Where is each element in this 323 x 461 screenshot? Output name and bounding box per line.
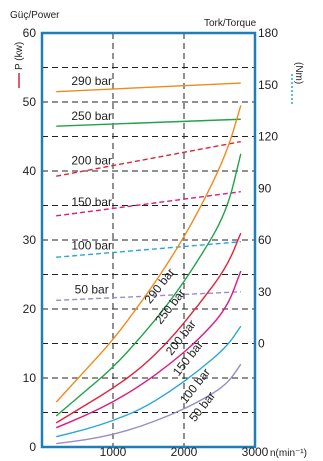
torque-tick-label: 0 (258, 337, 265, 351)
power-line (55, 105, 242, 403)
right-axis-title: Tork/Torque (204, 18, 257, 29)
torque-line (56, 241, 241, 258)
torque-line (56, 118, 241, 127)
left-axis-label: P (kw) (14, 42, 25, 70)
power-line (55, 153, 242, 417)
y-tick-label: 60 (23, 26, 37, 40)
torque-line (56, 191, 241, 217)
torque-line (56, 291, 241, 302)
torque-line (56, 82, 241, 93)
torque-tick-label: 30 (258, 285, 272, 299)
axes (40, 31, 257, 449)
power-line (56, 363, 242, 445)
torque-series-label: 290 bar (71, 74, 112, 88)
titles: Güç/Power Tork/Torque P (kw) (Nm) n(min⁻… (10, 10, 307, 459)
torque-series-label: 50 bar (75, 283, 109, 297)
y-tick-label: 10 (23, 371, 37, 385)
torque-tick-label: 60 (258, 233, 272, 247)
x-tick-label: 1000 (100, 445, 127, 459)
power-lines (55, 105, 242, 445)
plot-frame (40, 31, 257, 449)
ticks: 0 10 20 30 40 50 60 0 30 60 90 120 150 180 1000 2000 300… (23, 26, 279, 459)
power-line (55, 270, 242, 429)
power-line (55, 232, 242, 424)
right-axis-label: (Nm) (293, 62, 304, 84)
y-tick-label: 40 (23, 164, 37, 178)
y-tick-label: 50 (23, 95, 37, 109)
y-tick-label: 20 (23, 302, 37, 316)
torque-tick-label: 120 (258, 130, 278, 144)
torque-line (56, 140, 241, 177)
x-tick-label: 3000 (242, 445, 269, 459)
torque-series-label: 100 bar (71, 238, 112, 252)
y-tick-label: 0 (29, 440, 36, 454)
torque-tick-label: 180 (258, 26, 278, 40)
y-tick-label: 30 (23, 233, 37, 247)
power-line (56, 325, 242, 438)
torque-tick-label: 90 (258, 181, 272, 195)
x-unit-label: n(min⁻¹) (270, 448, 307, 459)
torque-lines (56, 82, 241, 302)
torque-series-label: 200 bar (71, 154, 112, 168)
x-tick-label: 2000 (171, 445, 198, 459)
torque-series-label: 250 bar (71, 109, 112, 123)
left-axis-title: Güç/Power (10, 10, 60, 21)
torque-tick-label: 150 (258, 78, 278, 92)
torque-series-label: 150 bar (71, 195, 112, 209)
